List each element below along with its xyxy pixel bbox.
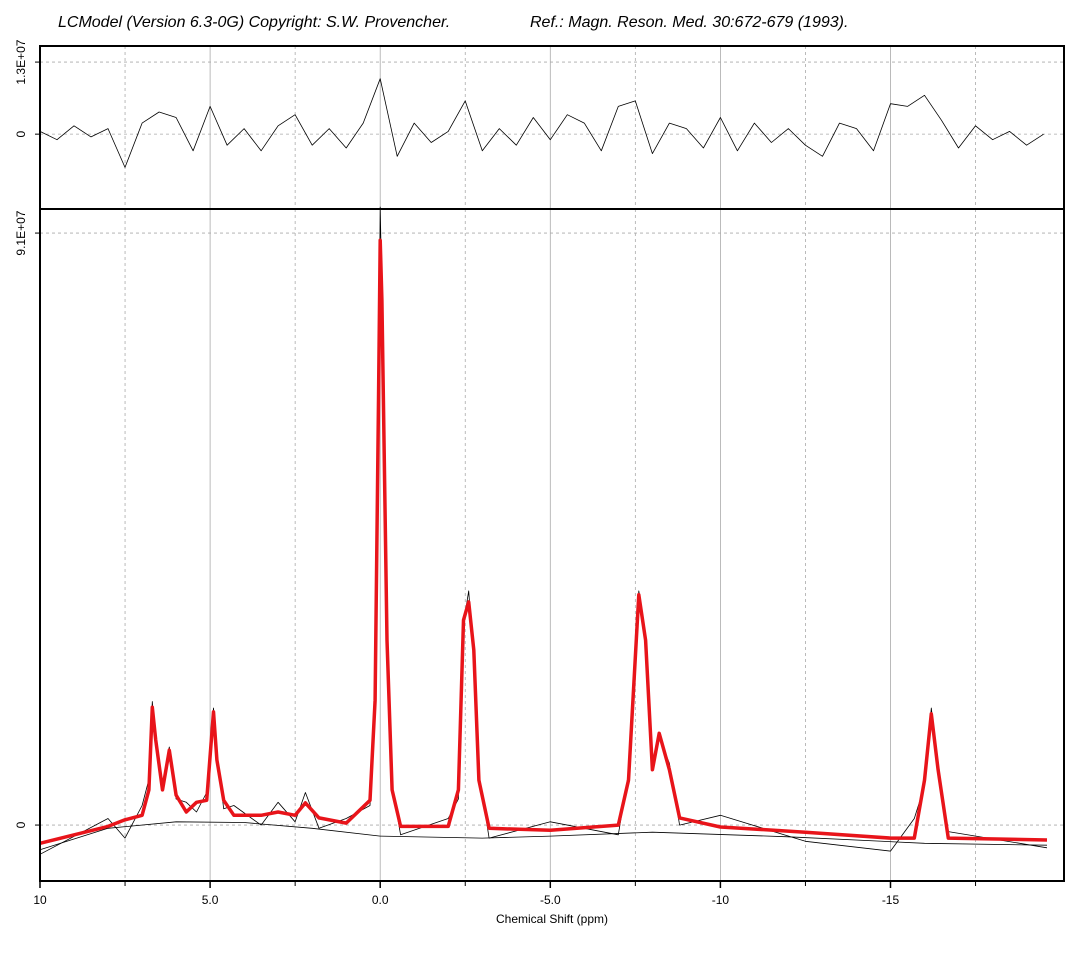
x-tick-label: 0.0 [372, 893, 389, 907]
y-tick-label: 0 [14, 821, 28, 828]
header-left: LCModel (Version 6.3-0G) Copyright: S.W.… [58, 14, 450, 31]
y-tick-label: 1.3E+07 [14, 39, 28, 84]
x-axis-label: Chemical Shift (ppm) [496, 912, 608, 926]
x-tick-label: 5.0 [202, 893, 219, 907]
header-right: Ref.: Magn. Reson. Med. 30:672-679 (1993… [530, 14, 848, 31]
panel-frame [39, 45, 1065, 210]
x-tick-label: -10 [712, 893, 730, 907]
x-tick-label: 10 [33, 893, 47, 907]
series-line [39, 821, 1048, 851]
series-line [39, 78, 1044, 168]
series-line [39, 206, 1048, 855]
x-tick-label: -15 [882, 893, 900, 907]
panel-frame [39, 208, 1065, 882]
y-tick-label: 9.1E+07 [14, 210, 28, 255]
y-tick-label: 0 [14, 130, 28, 137]
series-line [39, 238, 1048, 845]
x-tick-label: -5.0 [540, 893, 561, 907]
